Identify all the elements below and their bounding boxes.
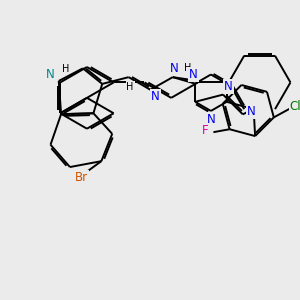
Text: N: N	[189, 68, 198, 81]
Text: Br: Br	[75, 171, 88, 184]
Text: N: N	[170, 62, 178, 75]
Text: H: H	[126, 82, 134, 92]
Text: H: H	[184, 63, 192, 73]
Text: N: N	[224, 80, 233, 93]
Text: N: N	[207, 113, 216, 126]
Text: Cl: Cl	[290, 100, 300, 113]
Text: F: F	[202, 124, 208, 137]
Text: N: N	[151, 90, 160, 103]
Text: H: H	[61, 64, 69, 74]
Text: N: N	[46, 68, 55, 81]
Text: N: N	[247, 106, 255, 118]
